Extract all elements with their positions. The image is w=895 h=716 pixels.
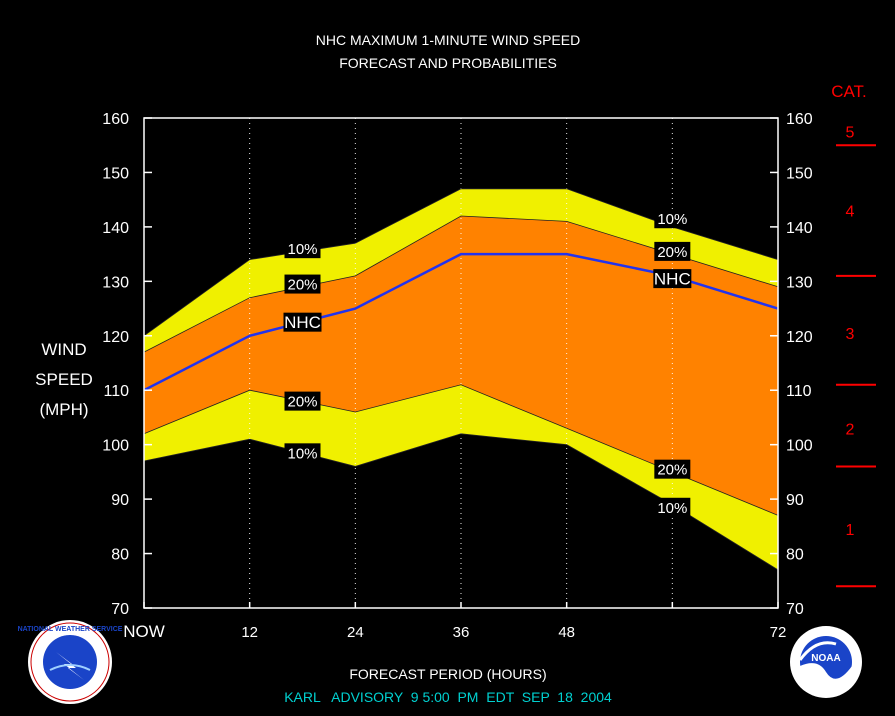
y-tick-label-right-70: 70	[786, 601, 804, 618]
chart-title: NHC MAXIMUM 1-MINUTE WIND SPEED	[316, 32, 580, 48]
inline-label-box-7	[653, 269, 692, 289]
category-label-3: 3	[846, 326, 855, 343]
inline-label-box-6	[654, 241, 691, 261]
inline-label-0: 10%	[287, 241, 317, 258]
y-axis-label-line-1: WIND	[41, 340, 86, 359]
x-tick-label-48: 48	[558, 624, 575, 641]
category-header: CAT.	[831, 82, 867, 101]
inline-label-3: 20%	[287, 394, 317, 411]
nws-logo-text: NATIONAL WEATHER SERVICE	[18, 626, 123, 633]
y-tick-label-right-150: 150	[786, 165, 813, 182]
x-axis-label: FORECAST PERIOD (HOURS)	[349, 666, 546, 682]
y-tick-label-left-140: 140	[102, 220, 129, 237]
y-tick-label-right-110: 110	[786, 383, 812, 400]
x-tick-label-72: 72	[770, 624, 787, 641]
inline-label-4: 10%	[287, 445, 317, 462]
x-tick-label-24: 24	[347, 624, 364, 641]
advisory-footer: KARL ADVISORY 9 5:00 PM EDT SEP 18 2004	[284, 689, 612, 705]
category-label-4: 4	[846, 204, 855, 221]
noaa-logo-text: NOAA	[811, 653, 840, 664]
y-tick-label-left-150: 150	[102, 165, 129, 182]
y-tick-label-left-70: 70	[111, 601, 129, 618]
y-axis-label-line-2: SPEED	[35, 370, 93, 389]
inline-label-1: 20%	[287, 277, 317, 294]
x-tick-label-36: 36	[453, 624, 470, 641]
y-tick-label-right-100: 100	[786, 438, 813, 455]
noaa-logo: NOAA	[790, 626, 862, 698]
inline-label-box-0	[284, 239, 321, 259]
y-tick-label-left-130: 130	[102, 274, 129, 291]
y-tick-label-left-110: 110	[103, 383, 129, 400]
x-tick-label-12: 12	[241, 624, 258, 641]
inline-label-9: 10%	[657, 500, 687, 517]
y-tick-label-right-80: 80	[786, 547, 804, 564]
inline-label-2: NHC	[284, 313, 321, 332]
y-tick-label-left-120: 120	[102, 329, 129, 346]
inline-label-7: NHC	[654, 270, 691, 289]
chart-subtitle: FORECAST AND PROBABILITIES	[339, 55, 557, 71]
y-tick-label-left-90: 90	[111, 492, 129, 509]
nws-logo: NATIONAL WEATHER SERVICE	[18, 620, 123, 704]
y-tick-label-right-130: 130	[786, 274, 813, 291]
y-tick-label-left-80: 80	[111, 547, 129, 564]
x-tick-label-0: NOW	[123, 622, 165, 641]
inline-label-8: 20%	[657, 462, 687, 479]
category-label-2: 2	[846, 421, 855, 438]
inline-label-6: 20%	[657, 244, 687, 261]
inline-label-box-4	[284, 443, 321, 463]
inline-label-box-2	[283, 312, 322, 332]
y-tick-label-right-160: 160	[786, 111, 813, 128]
y-tick-label-left-160: 160	[102, 111, 129, 128]
y-tick-label-right-140: 140	[786, 220, 813, 237]
y-tick-label-right-90: 90	[786, 492, 804, 509]
y-tick-label-right-120: 120	[786, 329, 813, 346]
inline-label-box-5	[654, 209, 691, 229]
inline-label-box-8	[654, 459, 691, 479]
inline-label-box-1	[284, 274, 321, 294]
category-label-5: 5	[846, 125, 855, 142]
inline-label-5: 10%	[657, 211, 687, 228]
category-label-1: 1	[846, 522, 855, 539]
y-tick-label-left-100: 100	[102, 438, 129, 455]
inline-label-box-3	[284, 391, 321, 411]
y-axis-label-line-3: (MPH)	[39, 400, 88, 419]
inline-label-box-9	[654, 497, 691, 517]
